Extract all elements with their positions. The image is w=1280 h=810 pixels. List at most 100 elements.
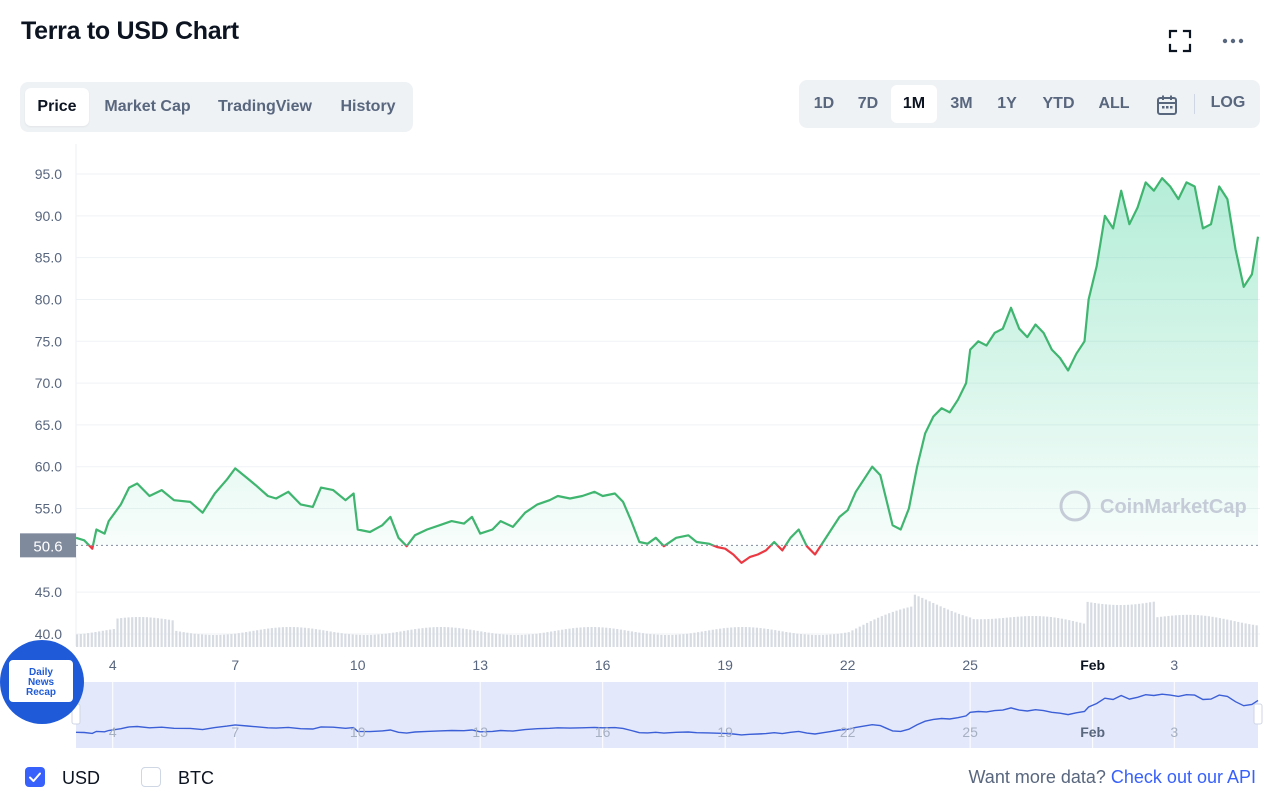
volume-bar [1005, 617, 1008, 647]
volume-bar [230, 634, 233, 647]
calendar-icon[interactable] [1156, 94, 1178, 116]
usd-checkbox[interactable] [25, 767, 45, 787]
range-3m[interactable]: 3M [950, 95, 973, 112]
tab-price[interactable]: Price [25, 88, 89, 126]
volume-bar [1134, 604, 1137, 647]
volume-bar [1112, 604, 1115, 647]
volume-bar [1046, 616, 1049, 647]
navigator-tick-label: 3 [1170, 724, 1178, 740]
volume-bar [403, 630, 406, 647]
volume-bar [109, 629, 112, 647]
volume-bar [1064, 619, 1067, 647]
volume-bar [112, 629, 115, 647]
volume-bar [910, 606, 913, 647]
volume-bar [131, 617, 134, 647]
volume-bar [866, 622, 869, 647]
volume-bar [160, 618, 163, 647]
volume-bar [785, 631, 788, 647]
volume-bar [884, 614, 887, 647]
x-tick-label: 7 [231, 657, 239, 673]
tab-history[interactable]: History [340, 98, 396, 115]
volume-bar [1038, 616, 1041, 647]
range-ytd[interactable]: YTD [1042, 95, 1075, 112]
volume-bar [616, 629, 619, 647]
volume-bar [79, 634, 82, 647]
volume-bar [719, 628, 722, 647]
price-chart[interactable]: 95.0 90.0 85.0 80.0 75.0 70.0 65.0 60.0 55.0 45.0… [0, 140, 1280, 750]
x-tick-label: 4 [109, 657, 117, 673]
volume-bar [781, 631, 784, 647]
api-link[interactable]: Check out our API [1110, 767, 1256, 787]
volume-bar [891, 611, 894, 647]
volume-bar [1123, 604, 1126, 647]
volume-bar [1042, 616, 1045, 647]
volume-bar [645, 633, 648, 647]
volume-bar [380, 634, 384, 647]
volume-bar [1196, 615, 1199, 647]
volume-bar [546, 632, 549, 647]
log-scale-toggle[interactable]: LOG [1210, 94, 1246, 111]
volume-bar [590, 627, 593, 647]
price-line-down [87, 545, 823, 564]
volume-bar [145, 617, 149, 647]
volume-bar [880, 616, 883, 647]
volume-bar [807, 634, 810, 647]
volume-bar [307, 628, 310, 647]
volume-bar [888, 613, 891, 647]
fullscreen-icon[interactable] [1167, 28, 1193, 54]
range-1y[interactable]: 1Y [997, 95, 1017, 112]
more-dots-icon[interactable] [1220, 28, 1246, 54]
volume-bar [76, 634, 79, 647]
volume-bar [105, 630, 108, 647]
volume-bar [263, 629, 266, 647]
volume-bar [774, 630, 777, 647]
volume-bar [1171, 615, 1174, 647]
tab-tradingview[interactable]: TradingView [218, 98, 312, 115]
volume-bar [303, 627, 307, 647]
x-tick-label: Feb [1080, 657, 1105, 673]
volume-bar [697, 632, 700, 647]
volume-bar [1237, 621, 1240, 647]
volume-bar [1141, 603, 1144, 647]
volume-bar [704, 630, 707, 647]
volume-bar [921, 597, 924, 647]
y-tick-label: 90.0 [35, 208, 62, 224]
volume-bar [755, 627, 759, 647]
volume-bar [825, 634, 828, 647]
volume-bar [1226, 619, 1229, 647]
range-all[interactable]: ALL [1098, 95, 1130, 112]
volume-bar [1178, 615, 1181, 647]
api-prompt: Want more data? [968, 767, 1106, 787]
y-tick-label: 75.0 [35, 333, 62, 349]
volume-bar [1130, 604, 1133, 647]
volume-bar [156, 618, 160, 647]
volume-bar [1204, 615, 1207, 647]
volume-bar [968, 617, 972, 647]
volume-bar [483, 632, 487, 647]
volume-bar [527, 634, 531, 647]
tab-market-cap[interactable]: Market Cap [104, 98, 191, 115]
range-7d[interactable]: 7D [857, 95, 879, 112]
range-1d[interactable]: 1D [813, 95, 835, 112]
volume-bar [572, 628, 575, 647]
volume-bar [1229, 620, 1233, 647]
volume-bar [355, 634, 358, 647]
volume-bar [505, 634, 509, 647]
volume-bar [671, 634, 674, 647]
volume-bar [656, 634, 659, 647]
volume-bar [469, 629, 472, 647]
range-1m[interactable]: 1M [891, 85, 937, 123]
watermark-text: CoinMarketCap [1100, 496, 1247, 518]
volume-bar [1101, 603, 1104, 647]
btc-checkbox[interactable] [141, 767, 161, 787]
navigator-right-handle[interactable] [1253, 703, 1263, 725]
volume-bar [171, 620, 174, 647]
volume-bar [417, 628, 420, 647]
volume-bar [1013, 616, 1016, 647]
daily-news-recap-badge[interactable]: Daily News Recap [0, 640, 84, 724]
volume-bar [1163, 616, 1166, 647]
navigator-line [75, 693, 1259, 736]
volume-bar [965, 616, 968, 647]
volume-bar [799, 634, 803, 647]
volume-bar [458, 628, 461, 647]
